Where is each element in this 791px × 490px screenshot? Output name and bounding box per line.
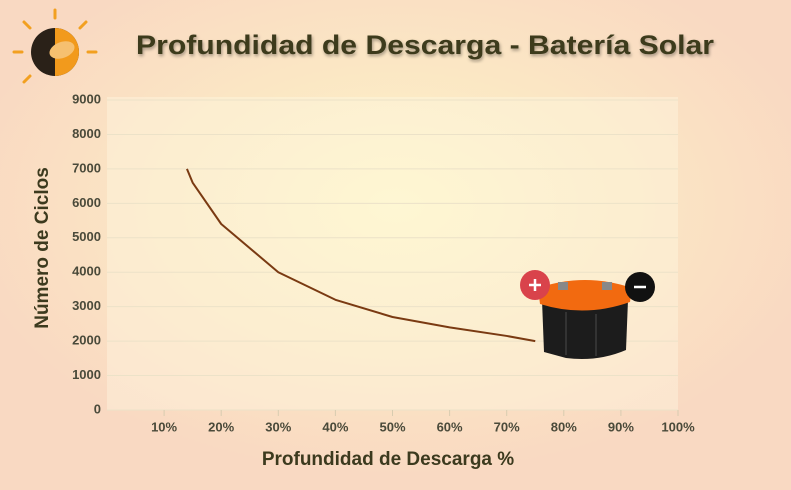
- x-tick-label: 50%: [379, 419, 405, 434]
- y-tick-label: 7000: [72, 160, 101, 175]
- y-tick-label: 3000: [72, 298, 101, 313]
- y-tick-label: 5000: [72, 229, 101, 244]
- y-tick-label: 8000: [72, 126, 101, 141]
- plot-area: [107, 97, 678, 410]
- x-tick-label: 60%: [437, 419, 463, 434]
- x-axis-label: Profundidad de Descarga %: [262, 449, 514, 470]
- y-tick-label: 1000: [72, 367, 101, 382]
- x-tick-label: 70%: [494, 419, 520, 434]
- y-tick-label: 9000: [72, 91, 101, 106]
- x-tick-label: 100%: [661, 419, 695, 434]
- x-tick-label: 40%: [322, 419, 348, 434]
- y-tick-label: 4000: [72, 264, 101, 279]
- x-tick-label: 20%: [208, 419, 234, 434]
- y-tick-label: 0: [94, 401, 101, 416]
- x-tick-label: 30%: [265, 419, 291, 434]
- y-tick-label: 2000: [72, 333, 101, 348]
- logo: [12, 8, 98, 84]
- x-tick-label: 10%: [151, 419, 177, 434]
- chart-title: Profundidad de Descarga - Batería Solar: [136, 30, 715, 60]
- x-tick-label: 90%: [608, 419, 634, 434]
- y-axis-label: Número de Ciclos: [32, 167, 53, 329]
- plot: 0 1000 2000 3000 4000 5000 6000 7000 8000 9000 10%…: [72, 91, 695, 434]
- x-tick-label: 80%: [551, 419, 577, 434]
- battery-image: [520, 270, 655, 359]
- y-tick-label: 6000: [72, 195, 101, 210]
- data-line: [186, 168, 536, 343]
